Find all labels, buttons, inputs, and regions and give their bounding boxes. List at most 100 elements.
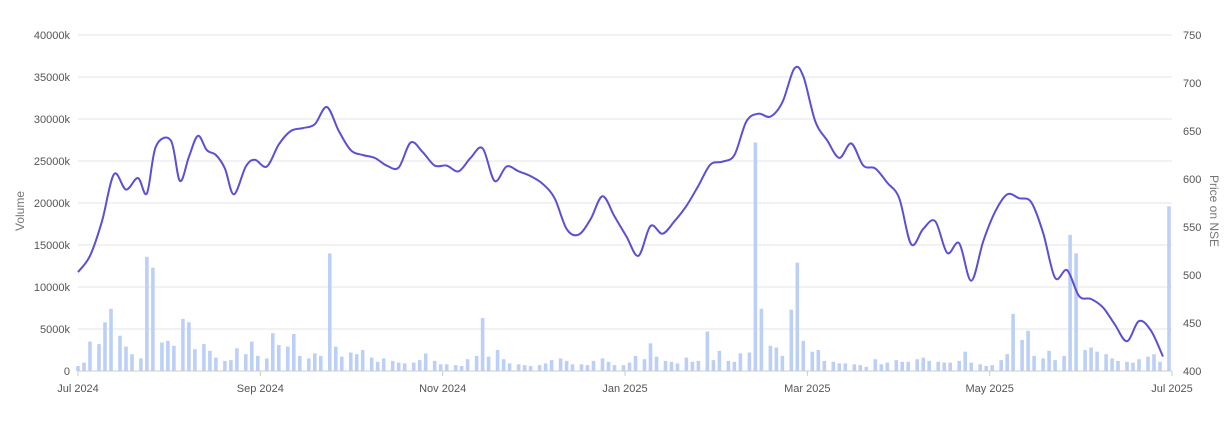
volume-bar [1125,361,1129,371]
volume-bar [684,357,689,371]
volume-bar [402,363,407,371]
gridlines [78,34,1172,330]
price-line [77,65,1164,358]
volume-bar [507,363,512,371]
volume-bar [774,347,779,371]
volume-bar [459,366,464,371]
y-left-tick-label: 35000k [34,72,71,84]
volume-bar [612,365,617,371]
volume-bar [354,354,359,371]
volume-bar [145,256,149,371]
volume-bar [579,364,584,371]
volume-bar [1095,351,1099,371]
volume-bar [501,359,506,371]
volume-bar [852,364,857,371]
y-right-tick-label: 750 [1183,30,1201,42]
volume-bar [381,358,386,371]
volume-bar [130,354,134,371]
volume-bar [627,362,632,371]
volume-bar [1041,358,1045,371]
y-right-tick-label: 700 [1183,78,1201,90]
volume-bar [984,366,988,371]
y-left-tick-label: 40000k [34,30,71,42]
volume-bar [663,360,668,371]
volume-bar [444,364,449,371]
volume-bar [528,366,533,371]
volume-bar [738,353,743,371]
volume-bar [375,361,380,371]
volume-bar [957,360,961,371]
volume-bar [885,362,890,371]
volume-bar [438,364,443,371]
volume-bar [1047,350,1051,371]
x-tick-label: Mar 2025 [784,383,830,395]
volume-bar [307,358,311,371]
volume-bar [486,356,491,371]
volume-bar [271,333,275,371]
volume-bar [1152,354,1156,371]
volume-bar [160,342,164,371]
volume-bar [921,357,925,371]
x-tick-label: Jul 2025 [1151,383,1193,395]
y-right-tick-label: 500 [1183,270,1201,282]
volume-bar [124,346,128,371]
volume-bar [1005,354,1009,371]
volume-bar [465,359,470,371]
y-right-tick-label: 400 [1183,366,1201,378]
volume-bar [801,340,806,371]
volume-bar [522,365,527,371]
volume-bar [1083,350,1087,371]
volume-bar [543,363,548,371]
volume-bar [453,365,458,371]
volume-bar [202,344,206,371]
volume-bar [166,340,170,371]
volume-bar [726,360,731,371]
volume-bar [265,358,269,371]
volume-bar [223,360,227,371]
volume-bar [768,345,773,371]
volume-bar [1131,362,1135,371]
y-right-tick-label: 600 [1183,174,1201,186]
volume-bar [1011,313,1015,371]
volume-bar [795,262,800,371]
volume-bar [1074,253,1078,371]
volume-bar [334,346,338,371]
volume-bar [705,331,710,371]
volume-bar [1089,347,1093,371]
volume-bar [1116,360,1120,371]
volume-bar [208,350,212,371]
volume-bar [606,361,611,371]
volume-bar [810,351,815,371]
volume-bar [1062,355,1066,371]
volume-bar [780,355,785,371]
volume-bar [97,344,101,371]
volume-bar [654,356,659,371]
volume-bar [250,341,254,371]
volume-bar [537,365,542,371]
volume-bar [816,350,821,371]
x-tick-label: May 2025 [966,383,1014,395]
volume-bar [516,364,521,371]
y-right-tick-label: 550 [1183,222,1201,234]
volume-bar [1104,354,1108,371]
volume-bar [675,363,680,371]
volume-bar [669,361,674,371]
volume-bar [822,360,827,371]
volume-bar [1068,234,1072,371]
volume-bar [1026,330,1030,371]
volume-bar [558,358,563,371]
volume-bar [978,364,982,371]
volume-bar [831,361,836,371]
y-left-tick-label: 5000k [40,324,70,336]
volume-bar [103,322,107,371]
volume-bar [319,355,323,371]
volume-bar [480,318,485,371]
volume-bar [256,355,260,371]
volume-bar [172,345,176,371]
volume-bar [999,360,1003,371]
volume-bar [948,362,952,371]
volume-bar [349,352,353,371]
volume-bar [837,363,842,371]
